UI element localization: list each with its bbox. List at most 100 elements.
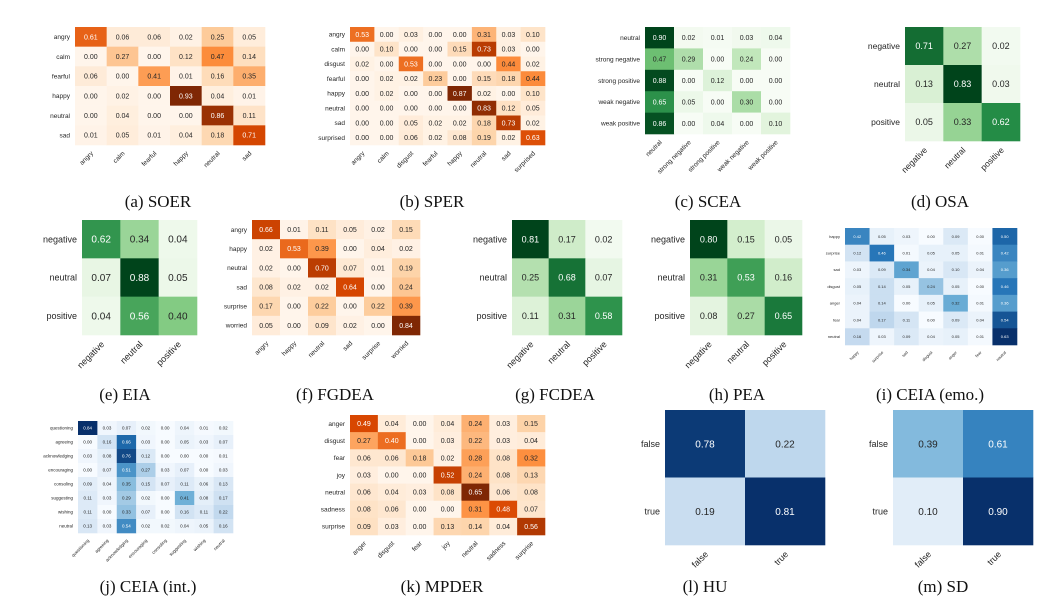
heatmap-cell (471, 41, 497, 57)
cell-value-label: 0.04 (371, 246, 385, 253)
heatmap-cell (116, 505, 137, 520)
heatmap-cell (308, 258, 337, 278)
column-tick-label: sad (342, 340, 355, 353)
cell-value-label: 0.34 (130, 235, 150, 246)
cell-value-label: 0.25 (211, 34, 225, 41)
cell-value-label: 0.18 (211, 133, 225, 140)
cell-value-label: 0.65 (775, 311, 793, 321)
cell-value-label: 0.24 (469, 472, 483, 479)
heatmap-cell (548, 220, 586, 259)
cell-value-label: 0.03 (496, 438, 510, 445)
cell-value-label: 0.04 (927, 334, 936, 339)
column-tick-label: surprise (361, 340, 383, 362)
cell-value-label: 0.05 (915, 117, 933, 127)
heatmap-cell (471, 71, 497, 87)
cell-value-label: 0.04 (976, 317, 985, 322)
heatmap-cell (350, 500, 379, 519)
cell-value-label: 0.06 (385, 455, 399, 462)
heatmap-panel: 0.49 0.04 0.00 0.04 0.24 0.03 0.15 0.27 0.40 0.00… (321, 415, 546, 596)
cell-value-label: 0.00 (740, 121, 754, 128)
heatmap-cell (520, 86, 546, 102)
heatmap-cell (517, 517, 546, 536)
cell-value-label: 0.53 (355, 32, 369, 39)
cell-value-label: 0.03 (878, 334, 887, 339)
heatmap-cell (374, 86, 400, 102)
cell-value-label: 0.14 (878, 284, 887, 289)
column-tick-label: worried (389, 340, 410, 361)
cell-value-label: 0.00 (83, 468, 92, 473)
cell-value-label: 0.15 (141, 482, 150, 487)
cell-value-label: 0.00 (976, 284, 985, 289)
cell-value-label: 0.00 (355, 135, 369, 142)
cell-value-label: 0.00 (103, 510, 112, 515)
heatmap-cell (398, 41, 424, 57)
heatmap-cell (761, 91, 791, 113)
heatmap-cell (201, 125, 234, 146)
cell-value-label: 0.08 (524, 490, 538, 497)
cell-value-label: 0.02 (477, 91, 491, 98)
heatmap-cell (233, 86, 266, 106)
heatmap-cell (423, 86, 448, 102)
heatmap-cell (405, 432, 434, 450)
heatmap-cell (967, 328, 993, 346)
cell-value-label: 0.39 (918, 439, 938, 450)
cell-value-label: 0.02 (287, 285, 301, 292)
heatmap-cell (213, 463, 234, 478)
cell-value-label: 0.01 (242, 93, 256, 100)
column-tick-label: negative (504, 339, 535, 370)
column-tick-label: happy (281, 340, 299, 358)
column-tick-label: negative (683, 339, 714, 370)
heatmap-cell (423, 27, 448, 43)
row-tick-label: neutral (59, 524, 73, 529)
cell-value-label: 0.11 (243, 113, 256, 120)
cell-value-label: 0.46 (1001, 284, 1010, 289)
cell-value-label: 0.00 (147, 93, 161, 100)
heatmap-cell (992, 311, 1018, 329)
heatmap-cell (981, 65, 1021, 104)
heatmap-cell (336, 220, 365, 240)
cell-value-label: 0.00 (711, 99, 725, 106)
cell-value-label: 0.05 (927, 301, 936, 306)
cell-value-label: 0.03 (404, 32, 418, 39)
row-tick-label: happy (327, 91, 345, 98)
cell-value-label: 0.35 (122, 482, 131, 487)
heatmap-cell (116, 449, 137, 464)
cell-value-label: 0.02 (179, 34, 193, 41)
panel-caption: (m) SD (918, 577, 969, 596)
cell-value-label: 0.06 (496, 490, 510, 497)
heatmap-cell (433, 466, 462, 484)
heatmap-cell (489, 517, 518, 536)
heatmap-cell (674, 27, 704, 49)
cell-value-label: 0.00 (477, 61, 491, 68)
heatmap-cell (350, 130, 375, 146)
heatmap-cell (374, 100, 400, 116)
cell-value-label: 0.00 (355, 106, 369, 113)
cell-value-label: 0.00 (404, 106, 418, 113)
heatmap-cell (350, 86, 375, 102)
cell-value-label: 0.00 (371, 323, 385, 330)
heatmap-cell (471, 56, 497, 72)
column-tick-label: neutral (203, 150, 222, 169)
heatmap-cell (155, 519, 176, 534)
row-tick-label: calm (331, 46, 345, 53)
cell-value-label: 0.30 (740, 99, 754, 106)
heatmap-cell (138, 125, 171, 146)
cell-value-label: 0.00 (404, 91, 418, 98)
cell-value-label: 0.62 (992, 117, 1010, 127)
heatmap-cell (496, 27, 521, 43)
heatmap-cell (489, 466, 518, 484)
column-tick-label: positive (580, 339, 609, 368)
heatmap-cell (377, 466, 407, 484)
cell-value-label: 0.02 (371, 227, 385, 234)
heatmap-cell (97, 435, 118, 450)
heatmap-cell (398, 86, 424, 102)
heatmap-cell (764, 258, 803, 297)
cell-value-label: 0.11 (903, 317, 911, 322)
cell-value-label: 0.31 (558, 311, 576, 321)
cell-value-label: 0.00 (428, 106, 442, 113)
heatmap-cell (82, 296, 121, 336)
cell-value-label: 0.12 (179, 54, 193, 61)
heatmap-cell (512, 258, 549, 297)
heatmap-cell (174, 491, 195, 506)
